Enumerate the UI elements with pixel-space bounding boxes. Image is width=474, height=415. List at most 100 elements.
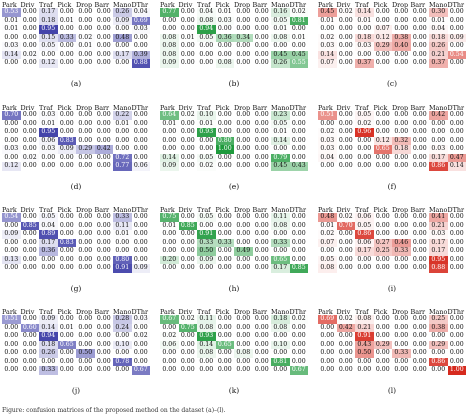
matrix-cell: 0.00	[131, 145, 150, 154]
matrix-cell: 0.00	[252, 59, 271, 68]
matrix-cell: 0.75	[160, 213, 179, 222]
matrix-cell: 0.00	[410, 136, 429, 145]
matrix-cell: 0.00	[447, 8, 466, 17]
matrix-cell: 0.00	[392, 128, 411, 137]
matrix-cell: 0.00	[447, 128, 466, 137]
matrix-cell: 0.08	[215, 59, 234, 68]
matrix-cell: 0.00	[76, 238, 95, 247]
matrix-cell: 0.00	[94, 221, 113, 230]
matrix-cell: 0.00	[160, 145, 179, 154]
matrix-cell: 0.00	[429, 136, 448, 145]
matrix-cell: 0.17	[39, 8, 58, 17]
column-header: Barr	[252, 308, 268, 316]
panel-label: (d)	[70, 181, 82, 191]
matrix-cell: 0.02	[178, 111, 197, 120]
matrix-cell: 0.12	[39, 59, 58, 68]
matrix-cell: 0.50	[76, 349, 95, 358]
matrix-cell: 0.23	[271, 111, 290, 120]
matrix-cell: 0.00	[178, 50, 197, 59]
matrix-cell: 0.00	[373, 315, 392, 324]
matrix-cell: 0.00	[94, 153, 113, 162]
matrix-cell: 0.54	[447, 50, 466, 59]
matrix-cell: 0.00	[234, 25, 253, 34]
matrix-cell: 0.05	[318, 255, 337, 264]
column-header: Barr	[410, 308, 426, 316]
matrix-cell: 0.00	[76, 247, 95, 256]
matrix-cell: 0.00	[447, 349, 466, 358]
matrix-cell: 0.00	[252, 25, 271, 34]
matrix-cell: 0.00	[252, 153, 271, 162]
matrix-cell: 0.00	[336, 16, 355, 25]
matrix-cell: 0.00	[57, 59, 76, 68]
matrix-cell: 0.00	[197, 59, 216, 68]
matrix-cell: 0.00	[429, 332, 448, 341]
matrix-cell: 0.00	[2, 323, 21, 332]
matrix-cell: 0.00	[252, 33, 271, 42]
matrix-cell: 0.32	[392, 136, 411, 145]
matrix-cell: 0.02	[20, 50, 39, 59]
matrix-cell: 0.45	[289, 50, 308, 59]
matrix-cell: 0.07	[318, 238, 337, 247]
matrix-cell: 0.20	[160, 255, 179, 264]
matrix-cell: 0.00	[289, 119, 308, 128]
column-header: Park	[2, 1, 17, 9]
column-header: Driv	[178, 1, 193, 9]
matrix-cell: 0.02	[76, 33, 95, 42]
matrix-cell: 0.01	[318, 16, 337, 25]
matrix-cell: 0.00	[20, 128, 39, 137]
matrix-cell: 0.00	[178, 128, 197, 137]
column-header: Driv	[178, 206, 193, 214]
matrix-cell: 0.00	[215, 25, 234, 34]
matrix-cell: 0.01	[113, 119, 132, 128]
matrix-cell: 0.00	[447, 119, 466, 128]
column-header: Traf	[39, 308, 53, 316]
matrix-cell: 0.00	[392, 264, 411, 273]
matrix-cell: 0.00	[57, 42, 76, 51]
matrix-cell: 0.01	[197, 119, 216, 128]
matrix-cell: 0.00	[57, 111, 76, 120]
matrix-cell: 0.85	[289, 264, 308, 273]
matrix-cell: 0.00	[234, 264, 253, 273]
column-header: Pick	[215, 206, 230, 214]
matrix-cell: 0.25	[429, 315, 448, 324]
matrix-cell: 0.00	[392, 153, 411, 162]
column-header: Barr	[94, 308, 110, 316]
matrix-cell: 0.00	[113, 238, 132, 247]
matrix-cell: 0.00	[252, 16, 271, 25]
matrix-cell: 0.37	[429, 59, 448, 68]
matrix-cell: 0.00	[20, 238, 39, 247]
column-header: Driv	[178, 308, 193, 316]
matrix-cell: 0.14	[39, 323, 58, 332]
matrix-cell: 0.70	[336, 221, 355, 230]
matrix-cell: 0.81	[271, 357, 290, 366]
matrix-cell: 0.53	[2, 8, 21, 17]
matrix-cell: 0.00	[429, 349, 448, 358]
matrix-cell: 0.65	[373, 145, 392, 154]
matrix-cell: 0.70	[2, 111, 21, 120]
column-header: DThr	[131, 206, 149, 214]
matrix-cell: 0.02	[336, 315, 355, 324]
matrix-cell: 0.00	[234, 213, 253, 222]
matrix-cell: 0.00	[113, 42, 132, 51]
matrix-cell: 0.00	[76, 221, 95, 230]
matrix-cell: 0.00	[234, 315, 253, 324]
matrix-cell: 0.88	[429, 264, 448, 273]
matrix-cell: 0.00	[447, 221, 466, 230]
matrix-cell: 0.00	[131, 230, 150, 239]
column-header: Traf	[197, 308, 211, 316]
matrix-cell: 0.00	[336, 145, 355, 154]
column-header: Barr	[94, 206, 110, 214]
matrix-cell: 0.08	[160, 33, 179, 42]
matrix-cell: 0.00	[2, 59, 21, 68]
matrix-cell: 0.00	[336, 255, 355, 264]
matrix-cell: 0.00	[178, 213, 197, 222]
matrix-cell: 0.48	[318, 213, 337, 222]
matrix-cell: 0.00	[410, 264, 429, 273]
panel-label: (h)	[228, 283, 240, 293]
column-header: Drop	[392, 104, 409, 112]
matrix-cell: 0.00	[410, 315, 429, 324]
matrix-cell: 0.41	[429, 213, 448, 222]
matrix-cell: 0.08	[355, 315, 374, 324]
matrix-cell: 0.80	[215, 136, 234, 145]
matrix-cell: 0.94	[197, 25, 216, 34]
